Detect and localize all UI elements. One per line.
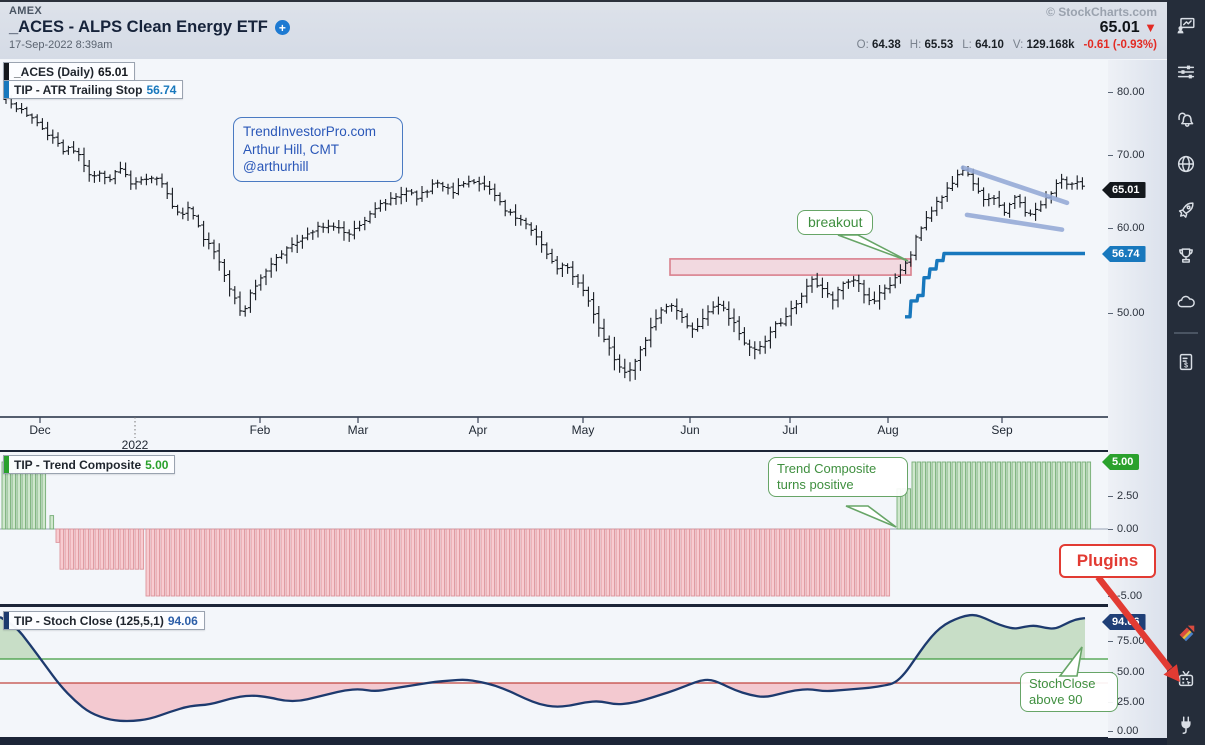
chart-datetime: 17-Sep-2022 8:39am [9, 39, 113, 51]
down-triangle-icon: ▼ [1144, 20, 1157, 35]
x-axis-month-label: Jun [680, 423, 699, 437]
legend-marker [4, 63, 9, 80]
trend-composite-panel[interactable] [0, 452, 1108, 607]
sliders-icon [1177, 65, 1195, 79]
stoch-close-badge: 94.06 [1102, 614, 1146, 630]
x-axis-month-label: Jul [782, 423, 797, 437]
stockcharts-tv-button[interactable] [1167, 659, 1205, 699]
legend-trend-composite[interactable]: TIP - Trend Composite 5.00 [3, 455, 176, 474]
y-axis-label: 80.00 [1117, 86, 1145, 98]
x-axis-month-label: May [572, 423, 595, 437]
right-toolbar: $ [1167, 0, 1205, 745]
reports-button[interactable]: $ [1167, 342, 1205, 382]
price-chart-panel[interactable]: Dec 2022 Feb Mar Apr May Jun Jul Aug Sep [0, 60, 1108, 452]
panel-separator [0, 604, 1167, 607]
ohlcv-row: O: 64.38 H: 65.53 L: 64.10 V: 129.168k -… [856, 39, 1157, 51]
atr-trailing-stop-line [905, 251, 1085, 319]
legend-stoch-close[interactable]: TIP - Stoch Close (125,5,1) 94.06 [3, 611, 205, 630]
y-axis-label: 60.00 [1117, 222, 1145, 234]
stockcharts-tv-icon [1178, 670, 1194, 687]
cloud-save-button[interactable] [1167, 282, 1205, 322]
price-change: -0.61 (-0.93%) [1083, 39, 1157, 51]
x-axis-month-label: Aug [877, 423, 898, 437]
plugins-callout: Plugins [1059, 544, 1156, 578]
alerts-button[interactable] [1167, 98, 1205, 138]
falling-wedge-trendline [960, 165, 1070, 206]
plugins-plug-icon [1181, 716, 1191, 734]
last-price: 65.01 ▼ [1099, 19, 1157, 36]
copyright-label: © StockCharts.com [1046, 5, 1157, 19]
y-axis-label: 2.50 [1117, 490, 1139, 502]
x-axis-month-label: Sep [991, 423, 1013, 437]
user-presentation-icon [1177, 17, 1195, 34]
symbol-title: _ACES - ALPS Clean Energy ETF [9, 18, 268, 36]
y-axis-label: 0.00 [1117, 725, 1139, 737]
legend-atr-trailing-stop[interactable]: TIP - ATR Trailing Stop 56.74 [3, 80, 184, 99]
legend-marker [4, 81, 9, 98]
x-axis-month-label: Feb [250, 423, 271, 437]
acp-color-arrow-icon [1179, 625, 1195, 642]
invoice-icon: $ [1179, 353, 1193, 371]
stoch-oversold-fill [0, 683, 1085, 721]
education-button[interactable] [1167, 6, 1205, 46]
legend-symbol[interactable]: _ACES (Daily) 65.01 [3, 62, 136, 81]
y-axis-label: -5.00 [1117, 590, 1143, 602]
y-axis-label: 0.00 [1117, 523, 1139, 535]
legend-marker [4, 456, 9, 473]
x-axis-year-label: 2022 [122, 438, 149, 452]
cloud-icon [1177, 295, 1195, 308]
ohlc-bars [3, 94, 1085, 382]
x-axis-month-label: Apr [469, 423, 488, 437]
y-axis-label: 50.00 [1117, 307, 1145, 319]
chart-header: AMEX _ACES - ALPS Clean Energy ETF + 17-… [0, 2, 1167, 59]
y-axis-label: 25.00 [1117, 696, 1145, 708]
rocket-icon [1178, 202, 1194, 218]
settings-button[interactable] [1167, 52, 1205, 92]
bottom-border-bar [0, 737, 1167, 745]
panel-separator [0, 450, 1167, 452]
add-symbol-icon[interactable]: + [274, 20, 290, 35]
analyst-credit-note: TrendInvestorPro.com Arthur Hill, CMT @a… [233, 117, 403, 182]
resistance-zone-box [669, 258, 912, 276]
trend-composite-badge: 5.00 [1102, 454, 1140, 470]
y-axis-label: 50.00 [1117, 666, 1145, 678]
window-top-border [0, 0, 1205, 2]
atr-stop-badge: 56.74 [1102, 246, 1146, 262]
x-axis-month-label: Dec [29, 423, 50, 437]
trend-positive-callout: Trend Composite turns positive [768, 457, 908, 497]
globe-icon [1177, 155, 1195, 173]
stoch-close-line [0, 613, 1086, 723]
x-axis-month-label: Mar [348, 423, 369, 437]
breakout-callout: breakout [797, 210, 874, 236]
stoch-overbought-fill [0, 615, 1085, 659]
plugins-button[interactable] [1167, 705, 1205, 745]
contests-button[interactable] [1167, 236, 1205, 276]
y-axis-label: 75.00 [1117, 635, 1145, 647]
acp-logo-button[interactable] [1167, 613, 1205, 653]
last-price-badge: 65.01 [1102, 182, 1146, 198]
falling-wedge-trendline [964, 212, 1065, 232]
trend-composite-bars [1, 461, 1092, 597]
launch-button[interactable] [1167, 190, 1205, 230]
exchange-label: AMEX [9, 5, 42, 17]
alerts-bells-icon [1178, 112, 1194, 127]
stochclose-callout: StochClose above 90 [1020, 672, 1118, 712]
legend-marker [4, 612, 9, 629]
svg-text:$: $ [1184, 363, 1188, 370]
y-axis-label: 70.00 [1117, 149, 1145, 161]
stoch-close-panel[interactable] [0, 607, 1108, 738]
y-axis-scale: 80.00 70.00 60.00 50.00 65.01 56.74 5.00… [1102, 60, 1167, 738]
trophy-icon [1179, 248, 1193, 263]
global-markets-button[interactable] [1167, 144, 1205, 184]
toolbar-divider [1174, 332, 1198, 334]
